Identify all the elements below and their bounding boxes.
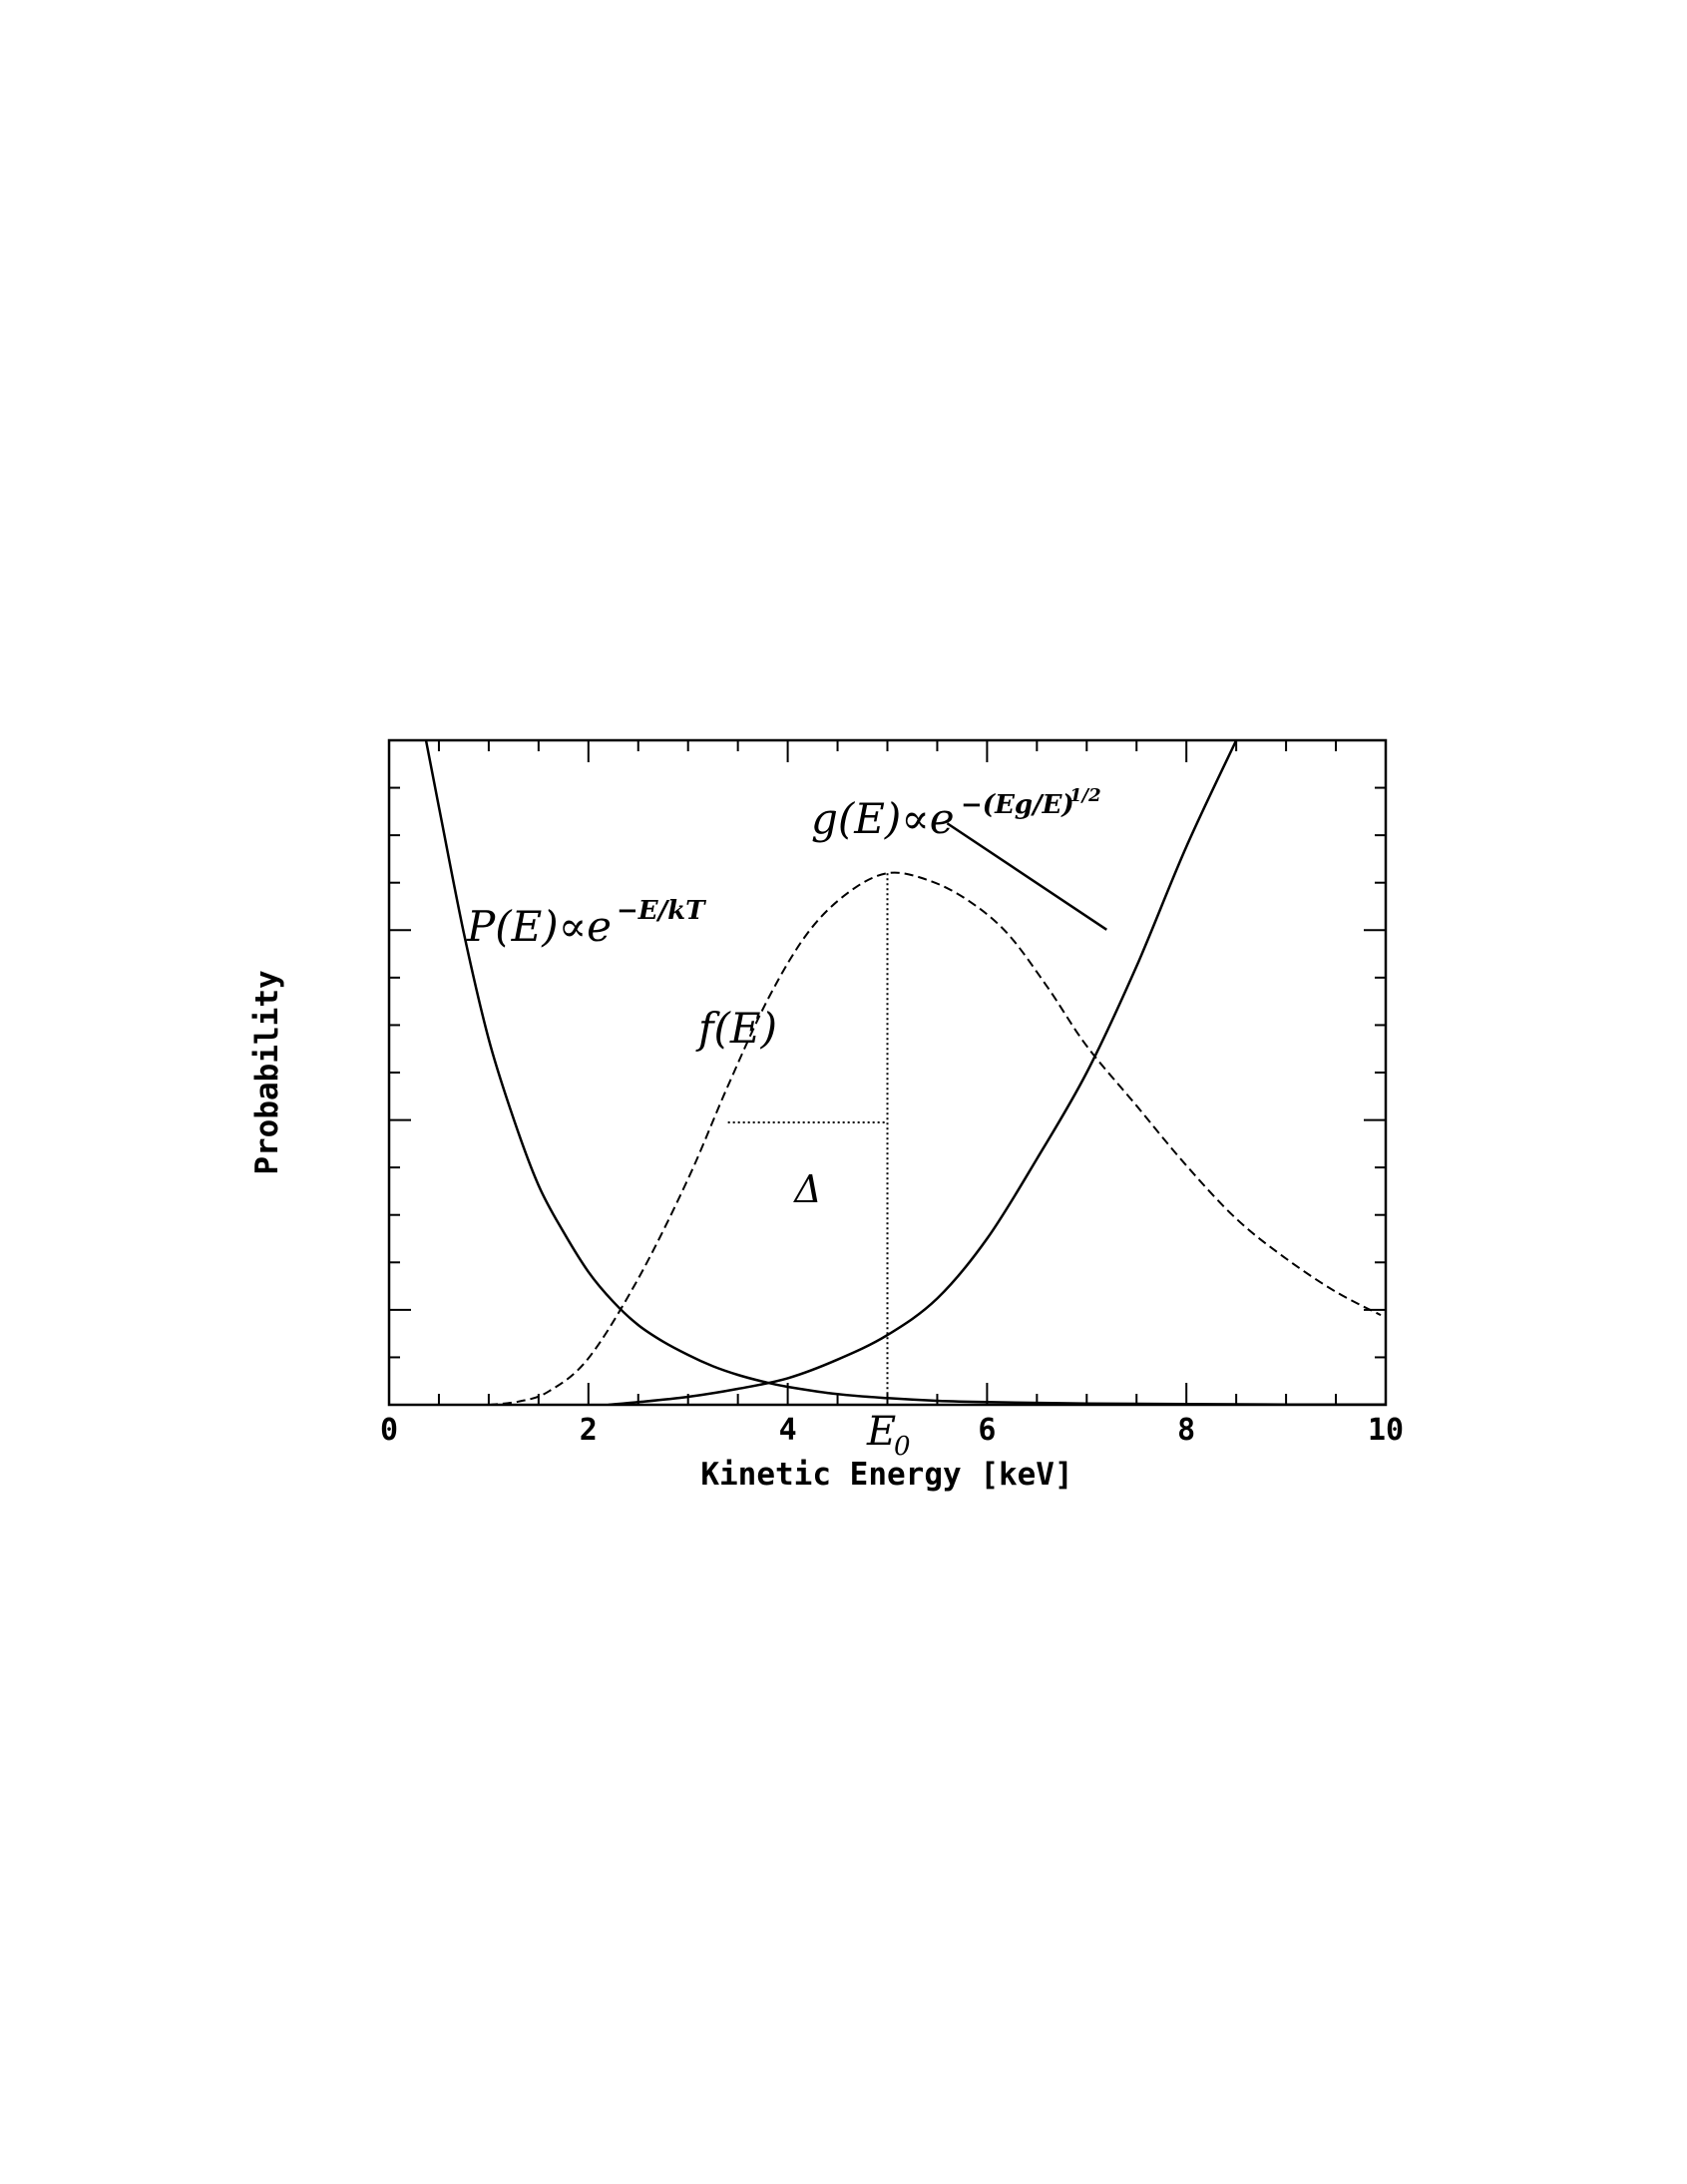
x-tick-label: 4: [779, 1413, 797, 1448]
delta-label: Δ: [792, 1167, 821, 1211]
g-pointer-line: [946, 822, 1107, 931]
guides: [727, 822, 1107, 1405]
axis-ticks: [388, 740, 1387, 1405]
curves: [424, 740, 1386, 1405]
p-label-exponent: −E/kT: [617, 896, 706, 926]
x-tick-label: 2: [580, 1413, 598, 1448]
series-line-g: [608, 740, 1238, 1405]
series-line-f: [488, 871, 1382, 1405]
x-axis-label: Kinetic Energy [keV]: [700, 1457, 1072, 1493]
x-tick-label: 10: [1368, 1413, 1404, 1448]
e0-label: E: [866, 1409, 896, 1455]
f-label: f(E): [695, 1004, 777, 1053]
x-tick-label: 8: [1177, 1413, 1195, 1448]
e0-subscript: 0: [894, 1432, 911, 1462]
x-tick-labels: 0 2 4 6 8 10: [380, 1413, 1404, 1448]
g-label: g(E)∝e: [811, 794, 955, 843]
x-tick-label: 6: [978, 1413, 996, 1448]
g-label-exponent: −(Eg/E): [961, 790, 1074, 820]
y-axis-label: Probability: [249, 970, 285, 1174]
annotations: P(E)∝e −E/kT g(E)∝e −(Eg/E)1/2 f(E) Δ E0: [466, 785, 1101, 1462]
series-line-P: [424, 740, 1386, 1405]
p-label: P(E)∝e: [466, 902, 612, 951]
g-label-exponent-power: 1/2: [1069, 785, 1101, 806]
x-tick-label: 0: [380, 1413, 398, 1448]
